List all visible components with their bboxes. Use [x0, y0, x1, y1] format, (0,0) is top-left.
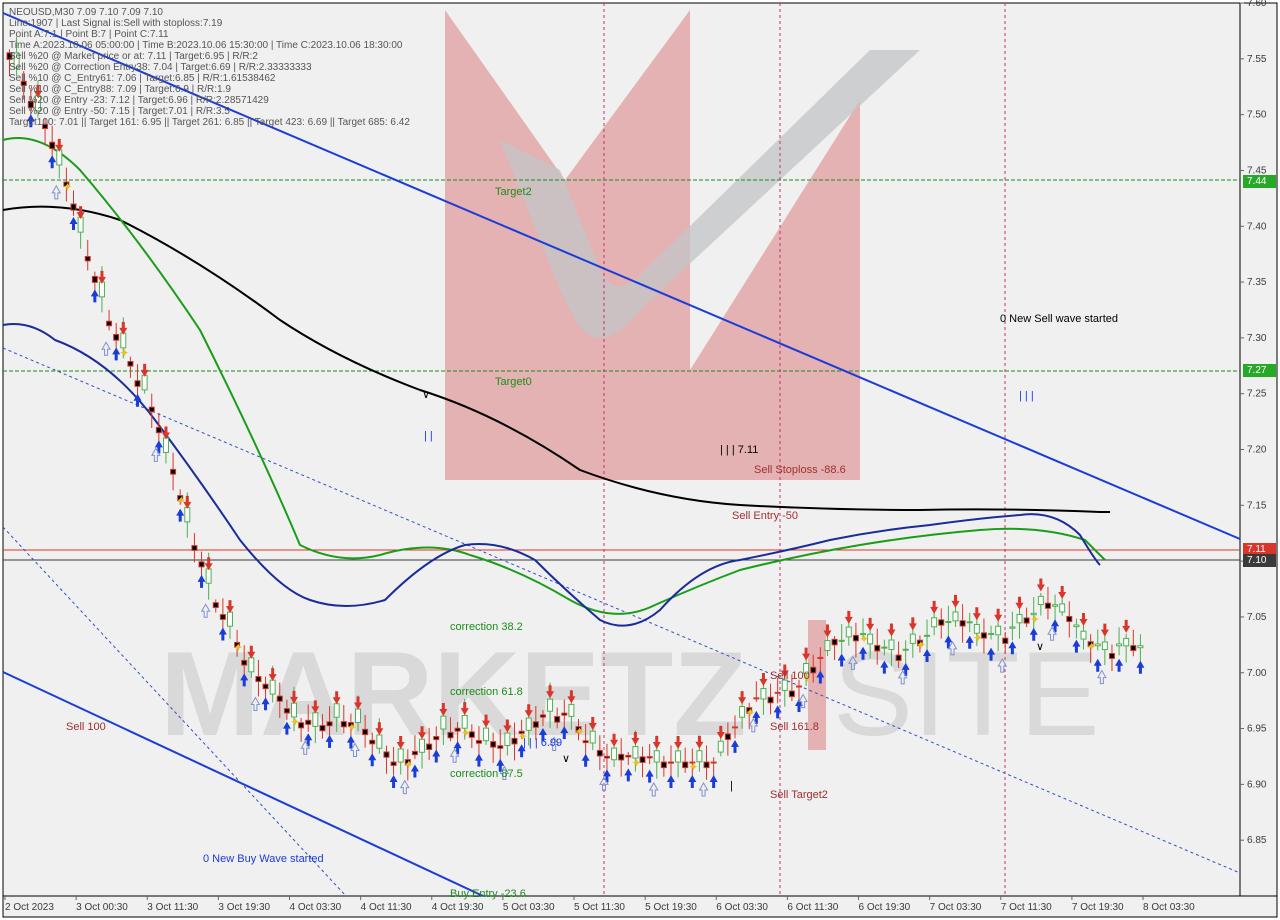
svg-text:6 Oct 03:30: 6 Oct 03:30	[716, 902, 768, 913]
annotation-label_699: | | | 6.99	[523, 737, 562, 749]
info-line: Sell %10 @ C_Entry88: 7.09 | Target:6.9 …	[9, 84, 410, 95]
svg-text:7.60: 7.60	[1247, 0, 1267, 9]
annotation-buy_entry: Buy Entry -23.6	[450, 888, 526, 900]
annotation-target0: Target0	[495, 376, 532, 388]
svg-text:8 Oct 03:30: 8 Oct 03:30	[1143, 902, 1195, 913]
svg-text:7.05: 7.05	[1247, 612, 1267, 623]
svg-text:✦: ✦	[119, 346, 129, 360]
svg-text:7 Oct 03:30: 7 Oct 03:30	[930, 902, 982, 913]
annotation-correction_875: correction 87.5	[450, 768, 523, 780]
annotation-top_marks_2: | |	[424, 430, 433, 442]
svg-text:7.55: 7.55	[1247, 54, 1267, 65]
svg-text:✦: ✦	[859, 632, 869, 646]
svg-text:4 Oct 19:30: 4 Oct 19:30	[432, 902, 484, 913]
info-line: Point A:7.1 | Point B:7 | Point C:7.11	[9, 29, 410, 40]
svg-text:4 Oct 11:30: 4 Oct 11:30	[361, 902, 412, 913]
annotation-sell_stoploss: Sell Stoploss -88.6	[754, 464, 846, 476]
svg-text:6.95: 6.95	[1247, 724, 1267, 735]
svg-text:✦: ✦	[631, 756, 641, 770]
annotation-sell_target2: Sell Target2	[770, 789, 828, 801]
info-line: Sell %20 @ Entry -50: 7.15 | Target:7.01…	[9, 106, 410, 117]
svg-text:7.15: 7.15	[1247, 500, 1267, 511]
info-line: NEOUSD,M30 7.09 7.10 7.09 7.10	[9, 7, 410, 18]
svg-text:✦: ✦	[176, 494, 186, 508]
annotation-target2: Target2	[495, 186, 532, 198]
svg-text:5 Oct 03:30: 5 Oct 03:30	[503, 902, 555, 913]
annotation-sell_entry_50: Sell Entry -50	[732, 510, 798, 522]
annotation-v_mark: ∨	[422, 388, 430, 401]
annotation-new_buy_wave: 0 New Buy Wave started	[203, 853, 324, 865]
svg-text:✦: ✦	[290, 715, 300, 729]
info-line: Sell %20 @ Correction Entry38: 7.04 | Ta…	[9, 62, 410, 73]
info-line: Line:1907 | Last Signal is:Sell with sto…	[9, 18, 410, 29]
svg-text:✦: ✦	[1087, 640, 1097, 654]
svg-text:2 Oct 2023: 2 Oct 2023	[5, 902, 54, 913]
svg-text:7.30: 7.30	[1247, 333, 1267, 344]
annotation-top_marks_1: | | |	[1019, 390, 1034, 402]
svg-text:5 Oct 19:30: 5 Oct 19:30	[645, 902, 697, 913]
svg-text:✦: ✦	[916, 638, 926, 652]
info-line: Sell %10 @ C_Entry61: 7.06 | Target:6.85…	[9, 73, 410, 84]
chart-svg[interactable]: MARKETZ SITE ✦✦✦✦✦✦✦✦✦✦✦✦✦✦✦✦✦✦✦ 6.856.9…	[0, 0, 1280, 920]
svg-text:7 Oct 11:30: 7 Oct 11:30	[1001, 902, 1052, 913]
svg-text:7.50: 7.50	[1247, 110, 1267, 121]
annotation-v_mark3: ∨	[1036, 640, 1044, 653]
svg-text:7.00: 7.00	[1247, 668, 1267, 679]
svg-text:✦: ✦	[62, 180, 72, 194]
svg-text:3 Oct 00:30: 3 Oct 00:30	[76, 902, 128, 913]
svg-text:6 Oct 11:30: 6 Oct 11:30	[787, 902, 838, 913]
svg-text:✦: ✦	[973, 631, 983, 645]
chart-container: MARKETZ SITE ✦✦✦✦✦✦✦✦✦✦✦✦✦✦✦✦✦✦✦ 6.856.9…	[0, 0, 1280, 920]
svg-text:7.20: 7.20	[1247, 445, 1267, 456]
annotation-sell_100_mid: Sell 100	[770, 670, 810, 682]
price-tag: 7.44	[1243, 175, 1276, 188]
annotation-new_sell_wave: 0 New Sell wave started	[1000, 313, 1118, 325]
info-line: Sell %20 @ Market price or at: 7.11 | Ta…	[9, 51, 410, 62]
svg-text:4 Oct 03:30: 4 Oct 03:30	[290, 902, 342, 913]
svg-text:✦: ✦	[1030, 613, 1040, 627]
svg-text:7 Oct 19:30: 7 Oct 19:30	[1072, 902, 1124, 913]
svg-text:5 Oct 11:30: 5 Oct 11:30	[574, 902, 625, 913]
annotation-down_tick: |	[730, 780, 733, 792]
svg-text:6 Oct 19:30: 6 Oct 19:30	[859, 902, 911, 913]
svg-text:6.85: 6.85	[1247, 835, 1267, 846]
price-tag: 7.27	[1243, 364, 1276, 377]
svg-text:7.40: 7.40	[1247, 221, 1267, 232]
annotation-sell_1618: Sell 161.8	[770, 721, 819, 733]
svg-text:3 Oct 19:30: 3 Oct 19:30	[218, 902, 270, 913]
svg-text:✦: ✦	[233, 640, 243, 654]
info-line: Sell %20 @ Entry -23: 7.12 | Target:6.96…	[9, 95, 410, 106]
annotation-correction_618: correction 61.8	[450, 686, 523, 698]
info-block: NEOUSD,M30 7.09 7.10 7.09 7.10Line:1907 …	[9, 7, 410, 128]
svg-text:7.35: 7.35	[1247, 277, 1267, 288]
svg-text:7.25: 7.25	[1247, 389, 1267, 400]
svg-text:3 Oct 11:30: 3 Oct 11:30	[147, 902, 198, 913]
annotation-sell_100_left: Sell 100	[66, 721, 106, 733]
svg-text:✦: ✦	[575, 725, 585, 739]
svg-text:✦: ✦	[688, 760, 698, 774]
price-tag: 7.10	[1243, 554, 1276, 567]
svg-text:SITE: SITE	[833, 627, 1100, 761]
svg-text:✦: ✦	[347, 721, 357, 735]
info-line: Time A:2023.10.06 05:00:00 | Time B:2023…	[9, 40, 410, 51]
svg-text:✦: ✦	[461, 726, 471, 740]
annotation-v_mark2: ∨	[562, 752, 570, 765]
annotation-label_711: | | | 7.11	[720, 444, 758, 456]
annotation-correction_382: correction 38.2	[450, 621, 523, 633]
info-line: Target100: 7.01 || Target 161: 6.95 || T…	[9, 117, 410, 128]
svg-text:6.90: 6.90	[1247, 779, 1267, 790]
